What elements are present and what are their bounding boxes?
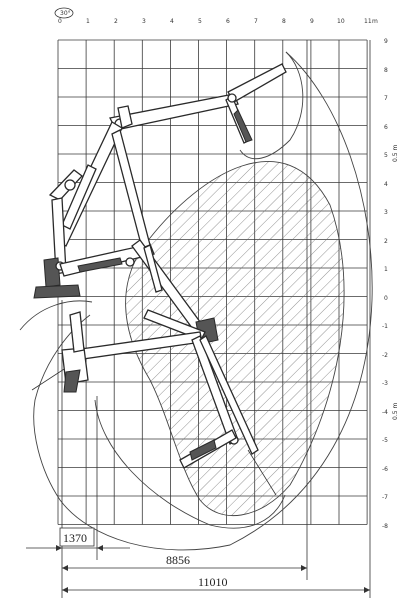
y-tick-label: 3 [384, 209, 388, 216]
x-tick-label: 4 [170, 18, 174, 25]
y-tick-label: -1 [382, 323, 388, 330]
y-tick-label: -8 [382, 523, 388, 530]
inner-reach-envelope [239, 51, 304, 160]
angle-symbol-icon: 30° [54, 7, 74, 19]
hatched-working-zone [125, 161, 345, 516]
y-tick-label: -2 [382, 352, 388, 359]
x-tick-label: 5 [198, 18, 202, 25]
y-tick-label: 5 [384, 152, 388, 159]
x-tick-label: 6 [226, 18, 230, 25]
y-tick-label: -7 [382, 494, 388, 501]
left-swing-arc [19, 300, 93, 331]
side-label-upper: 0.5 m [392, 145, 399, 162]
x-tick-label: 9 [310, 18, 314, 25]
y-tick-label: 8 [384, 67, 388, 74]
y-tick-label: -3 [382, 380, 388, 387]
y-tick-label: 0 [384, 295, 388, 302]
x-tick-label: 10 [337, 18, 345, 25]
x-tick-label: 7 [254, 18, 258, 25]
x-unit-label: m [372, 18, 378, 25]
y-tick-label: -5 [382, 437, 388, 444]
outer-reach-envelope [33, 51, 373, 551]
lower-left-envelope [94, 399, 286, 529]
y-tick-label: 2 [384, 238, 388, 245]
x-tick-label: 0 [58, 18, 62, 25]
dimension-label-11010: 11010 [198, 575, 228, 589]
x-tick-label: 8 [282, 18, 286, 25]
dimension-label-1370: 1370 [63, 531, 87, 545]
y-tick-labels: 9 8 7 6 5 4 3 2 1 0 -1 -2 -3 -4 -5 -6 -7… [382, 38, 388, 530]
y-tick-label: 9 [384, 38, 388, 45]
mast-column [33, 169, 83, 299]
x-tick-label: 1 [86, 18, 90, 25]
x-tick-label: 11 [364, 18, 372, 25]
y-tick-label: 1 [384, 266, 388, 273]
svg-text:30°: 30° [60, 10, 71, 17]
y-tick-label: 6 [384, 124, 388, 131]
dimension-label-8856: 8856 [166, 553, 190, 567]
x-tick-labels: 0 1 2 3 4 5 6 7 8 9 10 11 m [58, 18, 378, 25]
upper-boom-assembly [55, 63, 287, 247]
side-label-lower: 0.5 m [392, 403, 399, 420]
y-tick-label: 7 [384, 95, 388, 102]
lower-boom-assembly [61, 311, 277, 496]
y-tick-label: -4 [382, 409, 388, 416]
y-tick-label: -6 [382, 466, 388, 473]
y-tick-label: 4 [384, 181, 388, 188]
x-tick-label: 2 [114, 18, 118, 25]
middle-boom-assembly [59, 129, 219, 345]
dimension-lines [26, 40, 371, 598]
x-tick-label: 3 [142, 18, 146, 25]
